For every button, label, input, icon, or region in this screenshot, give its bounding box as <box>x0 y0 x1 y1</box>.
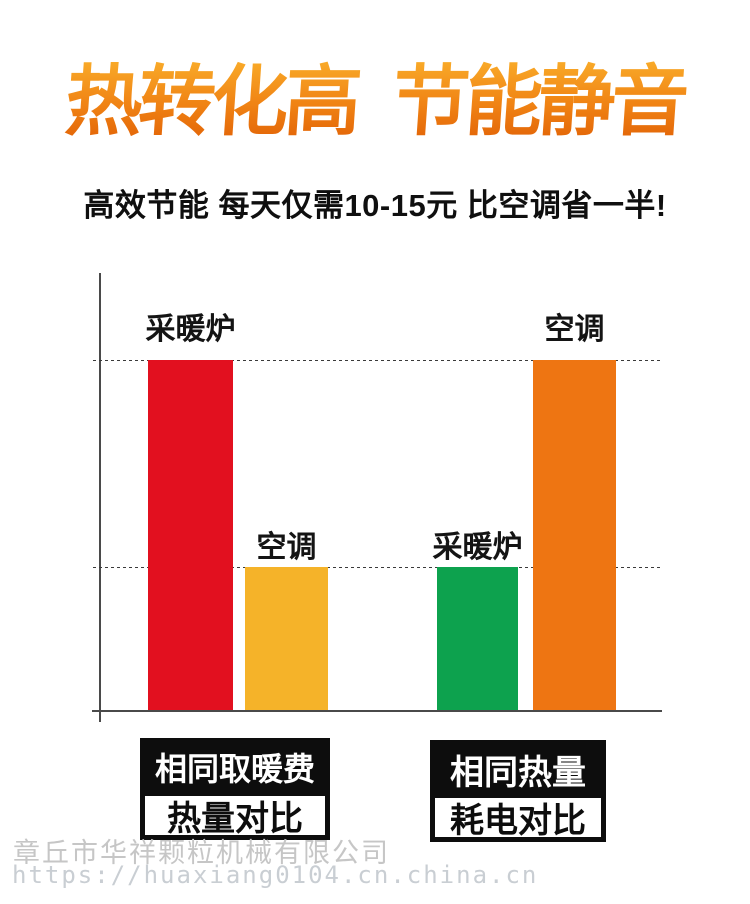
x-axis-line <box>92 710 662 712</box>
caption-heat-comparison: 热量对比 <box>145 796 325 838</box>
caption-box-heat-comparison: 相同取暖费 热量对比 <box>140 738 330 840</box>
y-axis-line <box>99 273 101 722</box>
bar-label-heater-power: 采暖炉 <box>432 531 523 564</box>
gridline-low <box>93 567 663 568</box>
watermark-url: https://huaxiang0104.cn.china.cn <box>12 861 539 889</box>
page-title: 热转化高 节能静音 <box>0 52 750 152</box>
bar-label-aircon-heat: 空调 <box>256 531 317 564</box>
caption-same-heat: 相同热量 <box>450 753 586 792</box>
caption-power-comparison: 耗电对比 <box>435 798 601 840</box>
bar-aircon-heat <box>245 567 328 710</box>
bar-chart: 采暖炉 空调 采暖炉 空调 <box>92 273 663 722</box>
page-subtitle: 高效节能 每天仅需10-15元 比空调省一半! <box>83 188 667 223</box>
bar-aircon-power <box>533 360 616 710</box>
bar-heater-heat <box>148 360 233 710</box>
bar-label-heater-heat: 采暖炉 <box>145 313 236 346</box>
caption-box-power-comparison: 相同热量 耗电对比 <box>430 740 606 842</box>
bar-heater-power <box>437 567 518 710</box>
caption-same-heating-cost: 相同取暖费 <box>154 751 315 787</box>
bar-label-aircon-power: 空调 <box>544 313 605 346</box>
gridline-high <box>93 360 663 361</box>
